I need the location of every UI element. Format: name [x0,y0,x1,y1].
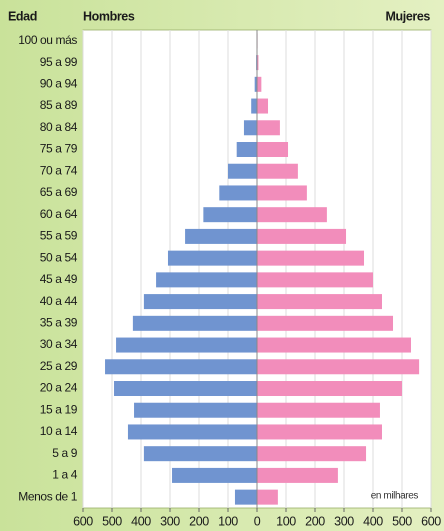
legend-right: Mujeres [386,9,431,23]
y-tick-label: 70 a 74 [40,163,78,177]
x-tick-label: 0 [254,514,261,528]
y-tick-label: 55 a 59 [40,229,78,243]
legend-left: Hombres [83,9,135,23]
y-tick-label: 85 a 89 [40,98,78,112]
x-tick-label: 400 [363,514,383,528]
y-tick-label: 15 a 19 [40,402,78,416]
bar [203,207,257,223]
bar [257,272,373,288]
bar [243,120,257,136]
annotation: en milhares [371,491,419,502]
x-tick-label: 500 [102,514,122,528]
bar [219,185,257,201]
bar [257,381,402,396]
x-tick-label: 300 [334,514,354,528]
bar [167,250,257,266]
bar [257,98,269,114]
bar [143,446,257,462]
bar [172,467,257,483]
y-tick-label: Menos de 1 [18,489,77,503]
bar [257,163,298,179]
x-tick-label: 400 [131,514,151,528]
y-tick-label: 5 a 9 [52,446,77,460]
y-tick-label: 25 a 29 [40,359,78,373]
bar [132,315,257,331]
x-tick-label: 100 [218,514,238,528]
bar [257,142,289,157]
bar [257,120,280,136]
y-tick-label: 20 a 24 [40,381,78,395]
bar [134,402,257,418]
bar [257,55,259,71]
x-tick-label: 300 [160,514,180,528]
x-tick-label: 100 [276,514,296,528]
y-tick-label: 1 a 4 [52,468,77,482]
y-tick-label: 45 a 49 [40,272,78,286]
bar [143,294,257,310]
bar [257,402,380,418]
bar [257,446,367,462]
bar [257,489,278,505]
bar [257,294,382,310]
y-tick-label: 75 a 79 [40,142,78,156]
bar [236,142,257,157]
bar [257,185,307,201]
bar [257,467,338,483]
x-tick-label: 600 [73,514,93,528]
x-tick-label: 600 [421,514,441,528]
y-tick-label: 10 a 14 [40,424,78,438]
bar [116,337,257,353]
x-tick-label: 500 [392,514,412,528]
y-tick-label: 30 a 34 [40,337,78,351]
bar [257,315,394,331]
bar [156,272,257,288]
bar [257,250,365,266]
y-tick-label: 100 ou más [18,33,77,47]
bar [254,76,257,92]
bar [234,489,257,505]
y-tick-label: 90 a 94 [40,76,78,90]
y-tick-label: 65 a 69 [40,185,78,199]
bar [228,163,257,179]
bar [251,98,257,114]
y-tick-label: 60 a 64 [40,207,78,221]
x-tick-label: 200 [305,514,325,528]
x-tick-label: 200 [189,514,209,528]
bar [257,359,420,375]
bar [257,228,347,244]
bar [257,424,382,440]
y-tick-label: 80 a 84 [40,120,78,134]
bar [257,76,262,92]
y-tick-label: 35 a 39 [40,315,78,329]
bar [127,424,257,440]
bar [257,337,411,353]
bar [105,359,257,375]
y-tick-label: 95 a 99 [40,55,78,69]
bar [185,228,257,244]
bar [257,207,327,223]
y-tick-label: 40 a 44 [40,294,78,308]
age-header: Edad [8,9,37,23]
bar [114,381,257,396]
y-tick-label: 50 a 54 [40,250,78,264]
